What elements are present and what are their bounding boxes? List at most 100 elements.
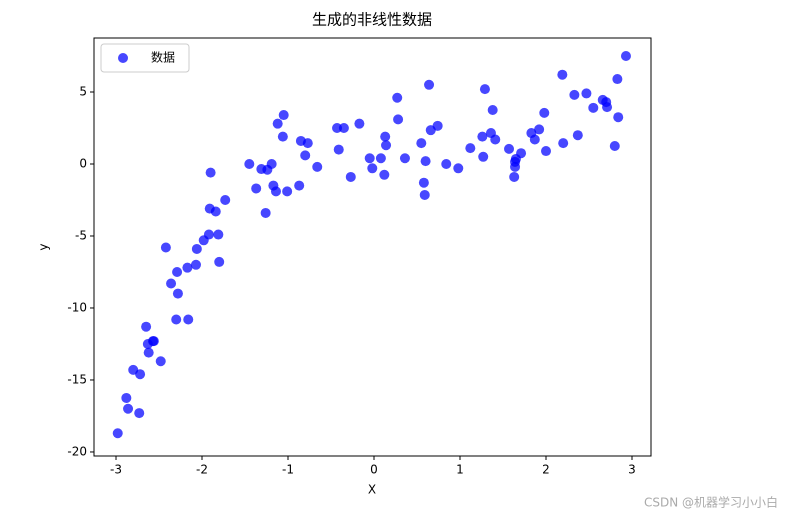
- point: [191, 243, 202, 254]
- y-axis-label: y: [37, 243, 51, 250]
- point: [367, 163, 378, 174]
- point: [214, 256, 225, 267]
- point: [569, 89, 580, 100]
- point: [345, 171, 356, 182]
- x-tick-label: -2: [196, 463, 208, 477]
- y-tick-label: -10: [67, 300, 87, 314]
- watermark: CSDN @机器学习小小白: [644, 495, 778, 510]
- point: [540, 146, 551, 157]
- point: [393, 114, 404, 125]
- point: [432, 120, 443, 131]
- point: [620, 50, 631, 61]
- point: [270, 186, 281, 197]
- x-tick-label: 3: [628, 463, 636, 477]
- plot-frame: [93, 37, 652, 457]
- x-tick-label: 0: [370, 463, 378, 477]
- point: [260, 207, 271, 218]
- point: [490, 134, 501, 145]
- point: [171, 314, 182, 325]
- x-tick-label: 2: [542, 463, 550, 477]
- point: [172, 266, 183, 277]
- y-tick-label: -5: [75, 228, 87, 242]
- point: [539, 107, 550, 118]
- point: [112, 428, 123, 439]
- point: [510, 161, 521, 172]
- point: [509, 171, 520, 182]
- point: [282, 186, 293, 197]
- y-tick-label: -20: [67, 444, 87, 458]
- point: [160, 242, 171, 253]
- point: [121, 392, 132, 403]
- point: [379, 169, 390, 180]
- legend-label: 数据: [151, 50, 175, 65]
- point: [453, 163, 464, 174]
- x-axis-label: X: [368, 483, 376, 497]
- point: [332, 122, 343, 133]
- point: [182, 262, 193, 273]
- chart-title: 生成的非线性数据: [312, 11, 432, 29]
- point: [504, 143, 515, 154]
- point: [300, 150, 311, 161]
- point: [155, 356, 166, 367]
- point: [277, 131, 288, 142]
- point: [558, 138, 569, 149]
- point: [529, 134, 540, 145]
- point: [465, 143, 476, 154]
- point: [613, 112, 624, 123]
- x-tick-label: 1: [456, 463, 464, 477]
- point: [354, 118, 365, 129]
- point: [210, 206, 221, 217]
- point: [294, 180, 305, 191]
- point: [572, 130, 583, 141]
- point: [588, 102, 599, 113]
- point: [375, 153, 386, 164]
- point: [190, 259, 201, 270]
- point: [609, 140, 620, 151]
- point: [380, 131, 391, 142]
- point: [418, 177, 429, 188]
- point: [441, 158, 452, 169]
- x-tick-label: -1: [282, 463, 294, 477]
- point: [312, 161, 323, 172]
- point: [479, 84, 490, 95]
- point: [420, 156, 431, 167]
- point: [203, 229, 214, 240]
- x-tick-label: -3: [110, 463, 122, 477]
- point: [338, 122, 349, 133]
- point: [557, 69, 568, 80]
- point: [148, 336, 159, 347]
- point: [392, 92, 403, 103]
- point: [419, 189, 430, 200]
- y-tick-label: 5: [79, 84, 87, 98]
- point: [141, 321, 152, 332]
- y-tick-label: -15: [67, 372, 87, 386]
- point: [183, 314, 194, 325]
- y-tick-label: 0: [79, 156, 87, 170]
- point: [213, 229, 224, 240]
- point: [123, 403, 134, 414]
- point: [272, 118, 283, 129]
- point: [602, 102, 613, 113]
- point: [143, 347, 154, 358]
- point: [166, 278, 177, 289]
- point: [302, 138, 313, 149]
- legend-marker: [118, 53, 128, 63]
- point: [364, 153, 375, 164]
- point: [244, 158, 255, 169]
- point: [612, 74, 623, 85]
- point: [487, 104, 498, 115]
- point: [516, 148, 527, 159]
- point: [381, 140, 392, 151]
- point: [534, 124, 545, 135]
- point: [266, 158, 277, 169]
- point: [477, 131, 488, 142]
- point: [424, 79, 435, 90]
- point: [478, 151, 489, 162]
- point: [172, 288, 183, 299]
- point: [220, 194, 231, 205]
- point: [399, 153, 410, 164]
- point: [333, 144, 344, 155]
- point: [251, 183, 262, 194]
- point: [278, 110, 289, 121]
